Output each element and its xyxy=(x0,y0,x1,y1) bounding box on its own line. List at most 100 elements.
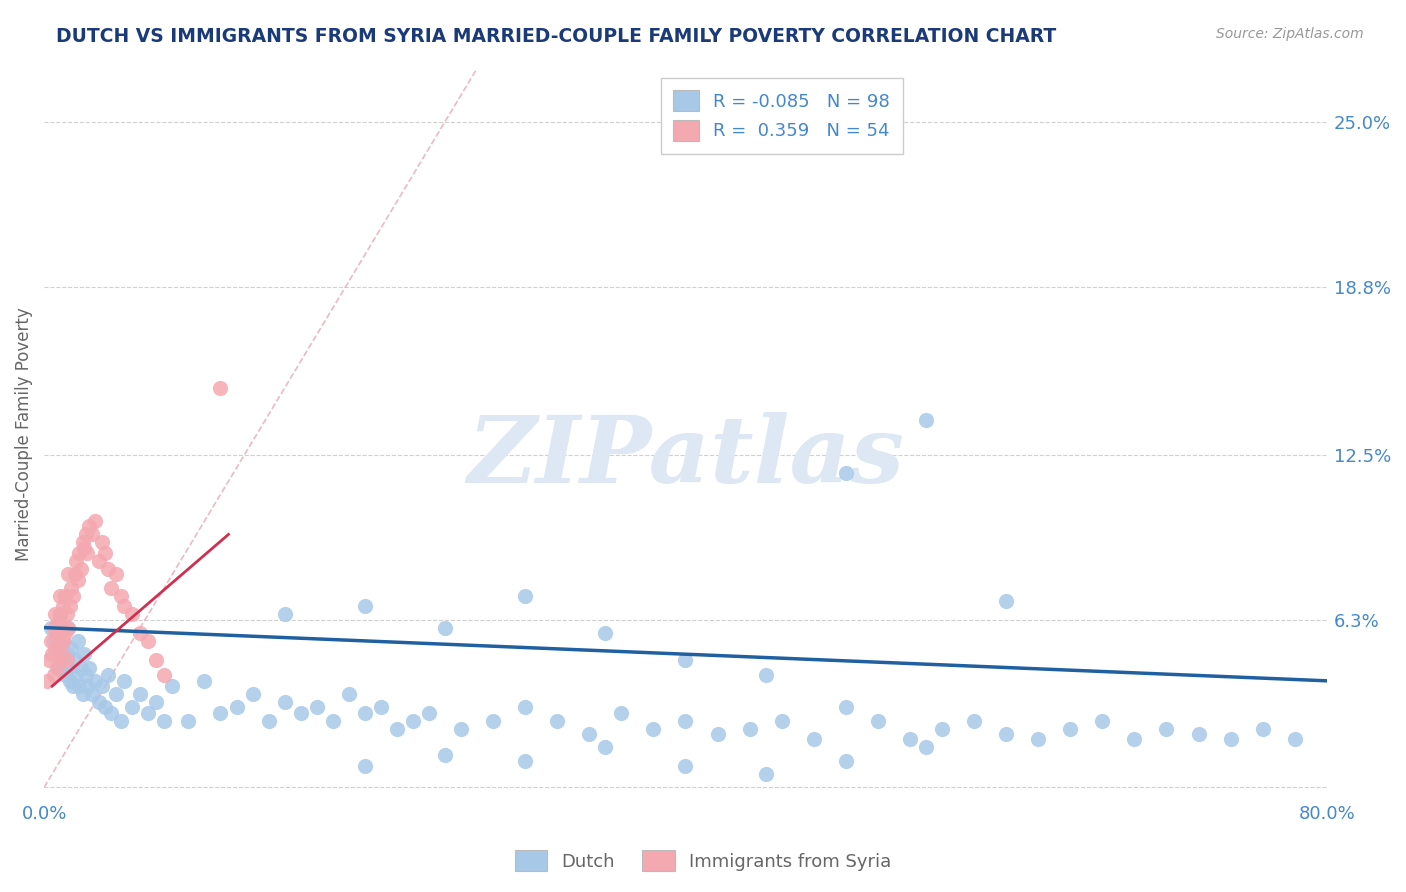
Point xyxy=(42,621,65,635)
Point xyxy=(963,714,986,728)
Point xyxy=(84,514,107,528)
Point xyxy=(51,647,73,661)
Point xyxy=(803,732,825,747)
Point xyxy=(45,626,67,640)
Point xyxy=(48,652,70,666)
Text: Source: ZipAtlas.com: Source: ZipAtlas.com xyxy=(1216,27,1364,41)
Text: DUTCH VS IMMIGRANTS FROM SYRIA MARRIED-COUPLE FAMILY POVERTY CORRELATION CHART: DUTCH VS IMMIGRANTS FROM SYRIA MARRIED-C… xyxy=(56,27,1056,45)
Point xyxy=(76,546,98,560)
Point xyxy=(45,626,67,640)
Point xyxy=(70,562,93,576)
Point xyxy=(56,567,79,582)
Point xyxy=(433,748,456,763)
Point xyxy=(97,668,120,682)
Point xyxy=(513,754,536,768)
Point xyxy=(63,652,86,666)
Point xyxy=(915,740,938,755)
Point xyxy=(90,535,112,549)
Point xyxy=(273,695,295,709)
Point xyxy=(353,599,375,614)
Point xyxy=(82,527,104,541)
Point xyxy=(706,727,728,741)
Point xyxy=(112,673,135,688)
Point xyxy=(290,706,312,720)
Point xyxy=(37,673,59,688)
Point xyxy=(55,647,77,661)
Point xyxy=(38,652,60,666)
Point xyxy=(49,607,72,622)
Point xyxy=(153,714,176,728)
Point xyxy=(67,679,90,693)
Point xyxy=(55,607,77,622)
Point xyxy=(53,626,76,640)
Point xyxy=(44,607,66,622)
Legend: R = -0.085   N = 98, R =  0.359   N = 54: R = -0.085 N = 98, R = 0.359 N = 54 xyxy=(661,78,903,153)
Point xyxy=(225,700,247,714)
Point xyxy=(835,466,858,480)
Point xyxy=(65,554,87,568)
Point xyxy=(77,519,100,533)
Point xyxy=(193,673,215,688)
Point xyxy=(402,714,425,728)
Point xyxy=(105,567,128,582)
Point xyxy=(66,633,89,648)
Point xyxy=(866,714,889,728)
Point xyxy=(51,621,73,635)
Point xyxy=(353,706,375,720)
Point xyxy=(145,695,167,709)
Y-axis label: Married-Couple Family Poverty: Married-Couple Family Poverty xyxy=(15,308,32,561)
Point xyxy=(49,589,72,603)
Point xyxy=(48,615,70,630)
Point xyxy=(55,652,77,666)
Point xyxy=(105,687,128,701)
Point xyxy=(53,668,76,682)
Point xyxy=(1026,732,1049,747)
Point xyxy=(242,687,264,701)
Point xyxy=(1284,732,1306,747)
Point xyxy=(49,607,72,622)
Point xyxy=(76,679,98,693)
Point xyxy=(52,633,75,648)
Legend: Dutch, Immigrants from Syria: Dutch, Immigrants from Syria xyxy=(508,843,898,879)
Point xyxy=(56,621,79,635)
Point xyxy=(595,740,617,755)
Point xyxy=(51,652,73,666)
Point xyxy=(53,589,76,603)
Point xyxy=(546,714,568,728)
Point xyxy=(42,633,65,648)
Point xyxy=(305,700,328,714)
Point xyxy=(42,668,65,682)
Point xyxy=(66,573,89,587)
Point xyxy=(100,581,122,595)
Point xyxy=(49,641,72,656)
Point xyxy=(1091,714,1114,728)
Point xyxy=(73,647,96,661)
Point xyxy=(110,589,132,603)
Point xyxy=(1187,727,1209,741)
Point xyxy=(898,732,921,747)
Point xyxy=(87,695,110,709)
Point xyxy=(675,652,697,666)
Point xyxy=(100,706,122,720)
Point xyxy=(39,633,62,648)
Point xyxy=(48,660,70,674)
Point xyxy=(209,381,232,395)
Point xyxy=(322,714,344,728)
Point xyxy=(136,633,159,648)
Point xyxy=(72,687,94,701)
Point xyxy=(94,700,117,714)
Point xyxy=(578,727,600,741)
Point xyxy=(755,767,778,781)
Point xyxy=(675,759,697,773)
Point xyxy=(39,621,62,635)
Point xyxy=(835,754,858,768)
Text: ZIPatlas: ZIPatlas xyxy=(467,411,904,501)
Point xyxy=(44,641,66,656)
Point xyxy=(56,660,79,674)
Point xyxy=(370,700,392,714)
Point xyxy=(177,714,200,728)
Point xyxy=(75,527,97,541)
Point xyxy=(45,660,67,674)
Point xyxy=(62,589,84,603)
Point xyxy=(915,413,938,427)
